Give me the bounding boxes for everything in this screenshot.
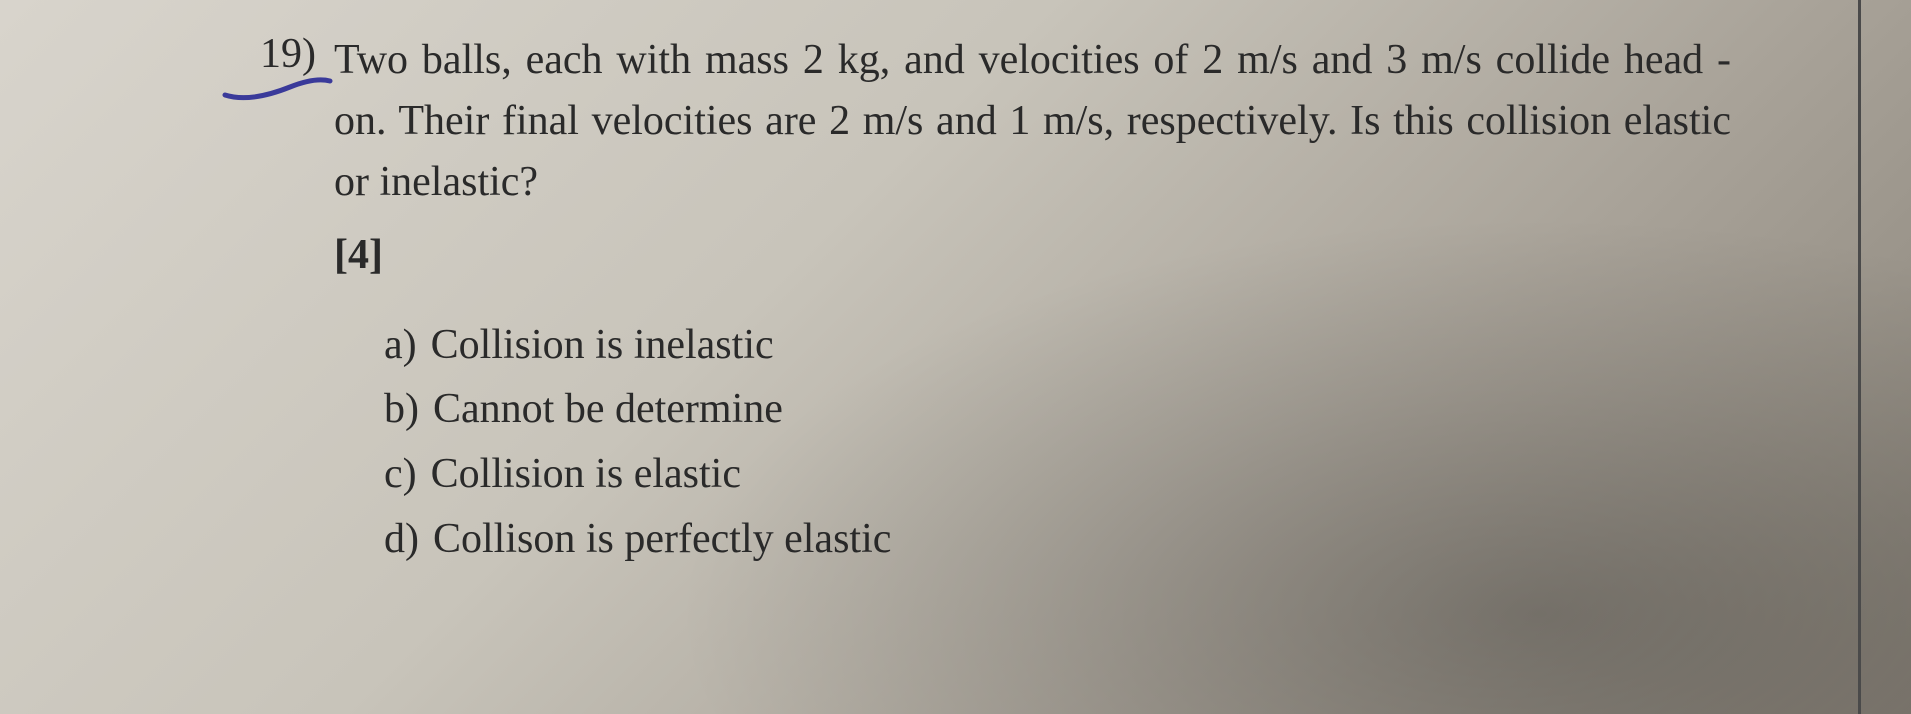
option-letter: d) (384, 510, 419, 569)
options-list: a) Collision is inelastic b) Cannot be d… (384, 316, 1731, 569)
question-wrapper: 19) Two balls, each with mass 2 kg, and … (260, 30, 1731, 575)
option-letter: c) (384, 445, 417, 504)
question-text: Two balls, each with mass 2 kg, and velo… (334, 37, 1731, 205)
option-c: c) Collision is elastic (384, 445, 1731, 504)
pen-underline-mark (220, 68, 335, 98)
option-b: b) Cannot be determine (384, 380, 1731, 439)
option-text: Collision is inelastic (431, 316, 774, 375)
option-a: a) Collision is inelastic (384, 316, 1731, 375)
page-container: 19) Two balls, each with mass 2 kg, and … (0, 0, 1911, 714)
option-letter: a) (384, 316, 417, 375)
option-text: Collison is perfectly elastic (433, 510, 891, 569)
question-number: 19) (260, 30, 316, 78)
option-text: Collision is elastic (431, 445, 741, 504)
page-right-edge-line (1858, 0, 1861, 714)
option-d: d) Collison is perfectly elastic (384, 510, 1731, 569)
question-body: Two balls, each with mass 2 kg, and velo… (334, 30, 1731, 575)
question-marks: [4] (334, 225, 1731, 286)
option-text: Cannot be determine (433, 380, 783, 439)
option-letter: b) (384, 380, 419, 439)
